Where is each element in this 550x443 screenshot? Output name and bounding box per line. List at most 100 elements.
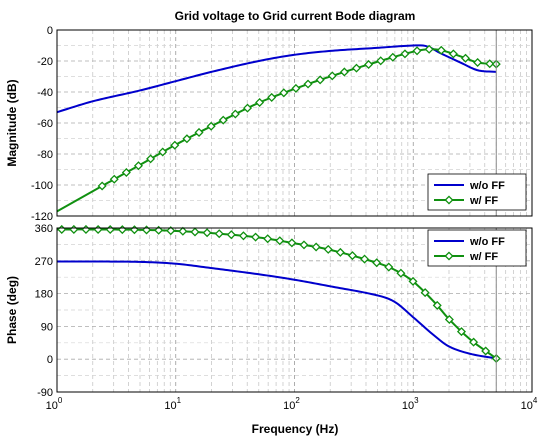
series-marker [275, 236, 285, 246]
series-marker [170, 140, 180, 150]
y-tick-label: -20 [37, 56, 53, 68]
series-marker [206, 121, 216, 131]
y-tick-label: 90 [41, 321, 53, 333]
series-marker [347, 251, 357, 261]
series-marker [255, 97, 265, 107]
series-marker [436, 45, 446, 55]
series-marker [372, 258, 382, 268]
series-marker [109, 174, 119, 184]
series-marker [218, 115, 228, 125]
y-tick-label: 0 [47, 25, 53, 37]
series-marker [121, 167, 131, 177]
y-tick-label: -80 [37, 149, 53, 161]
series-marker [279, 88, 289, 98]
series-marker [230, 109, 240, 119]
legend-box [427, 173, 527, 211]
phase-panel: 360 270 180 90 0 -90 Phase (deg) w/o FF w/ FF [5, 223, 533, 399]
y-tick-label: 360 [35, 223, 53, 235]
series-marker [315, 75, 325, 85]
series-marker [267, 92, 277, 102]
series-marker [384, 262, 394, 272]
series-marker [311, 242, 321, 252]
series-marker [214, 229, 224, 239]
series-marker [420, 288, 430, 298]
series-marker [448, 49, 458, 59]
x-tick-label: 100 [46, 396, 63, 412]
axes-frame [56, 227, 533, 393]
series-marker [178, 226, 188, 236]
series-marker [194, 127, 204, 137]
series-marker [485, 59, 495, 69]
magnitude-panel: 0 -20 -40 -60 -80 -100 -120 Magnitude (dB) w/o F… [5, 25, 533, 223]
series-marker [364, 59, 374, 69]
series-line-wo-ff [56, 44, 497, 114]
series-marker [238, 231, 248, 241]
chart-title: Grid voltage to Grid current Bode diagra… [175, 9, 416, 23]
legend-box [427, 229, 527, 267]
y-tick-label: 270 [35, 256, 53, 268]
series-marker [202, 228, 212, 238]
y-axis-label: Magnitude (dB) [5, 79, 19, 166]
series-marker [412, 46, 422, 56]
series-marker [291, 83, 301, 93]
legend: w/o FF w/ FF [427, 229, 527, 267]
axes-frame [56, 29, 533, 217]
series-marker [339, 67, 349, 77]
legend: w/o FF w/ FF [427, 173, 527, 211]
series-marker [388, 52, 398, 62]
series-line-w-ff [56, 48, 497, 213]
series-marker [287, 238, 297, 248]
series-marker [327, 71, 337, 81]
y-tick-label: -60 [37, 118, 53, 130]
legend-label: w/ FF [469, 251, 498, 263]
series-marker [190, 227, 200, 237]
x-tick-label: 101 [164, 396, 181, 412]
legend-label: w/ FF [469, 195, 498, 207]
y-tick-label: 0 [47, 354, 53, 366]
series-marker [408, 276, 418, 286]
y-tick-label: -90 [37, 387, 53, 399]
x-tick-label: 103 [402, 396, 419, 412]
series-marker [158, 147, 168, 157]
x-tick-label: 102 [283, 396, 300, 412]
series-marker [396, 268, 406, 278]
series-marker [242, 103, 252, 113]
series-marker [376, 56, 386, 66]
y-tick-label: -40 [37, 87, 53, 99]
y-tick-label: -100 [31, 180, 53, 192]
series-marker [303, 79, 313, 89]
legend-label: w/o FF [469, 236, 505, 248]
series-marker [182, 134, 192, 144]
series-marker [226, 230, 236, 240]
series-marker [142, 225, 152, 235]
series-marker [360, 254, 370, 264]
legend-label: w/o FF [469, 180, 505, 192]
series-line-wo-ff [57, 260, 497, 360]
series-marker [146, 154, 156, 164]
series-marker [424, 44, 434, 54]
series-marker [456, 327, 466, 337]
x-axis-label: Frequency (Hz) [252, 422, 339, 436]
legend-marker [444, 195, 454, 205]
series-marker [263, 234, 273, 244]
x-tick-label: 104 [521, 396, 538, 412]
series-marker [251, 232, 261, 242]
series-marker [351, 63, 362, 73]
series-marker [460, 53, 471, 63]
series-marker [444, 314, 454, 324]
series-marker [432, 300, 442, 310]
series-marker [166, 226, 176, 236]
series-marker [481, 346, 491, 356]
legend-marker [444, 251, 454, 261]
series-marker [133, 161, 143, 171]
y-tick-label: 180 [35, 289, 53, 301]
series-marker [473, 57, 483, 68]
y-axis-label: Phase (deg) [5, 276, 19, 344]
series-marker [400, 49, 410, 59]
y-tick-label: -120 [31, 211, 53, 223]
series-marker [335, 247, 345, 257]
series-marker [299, 240, 309, 250]
series-marker [323, 244, 333, 254]
series-marker [97, 181, 107, 191]
